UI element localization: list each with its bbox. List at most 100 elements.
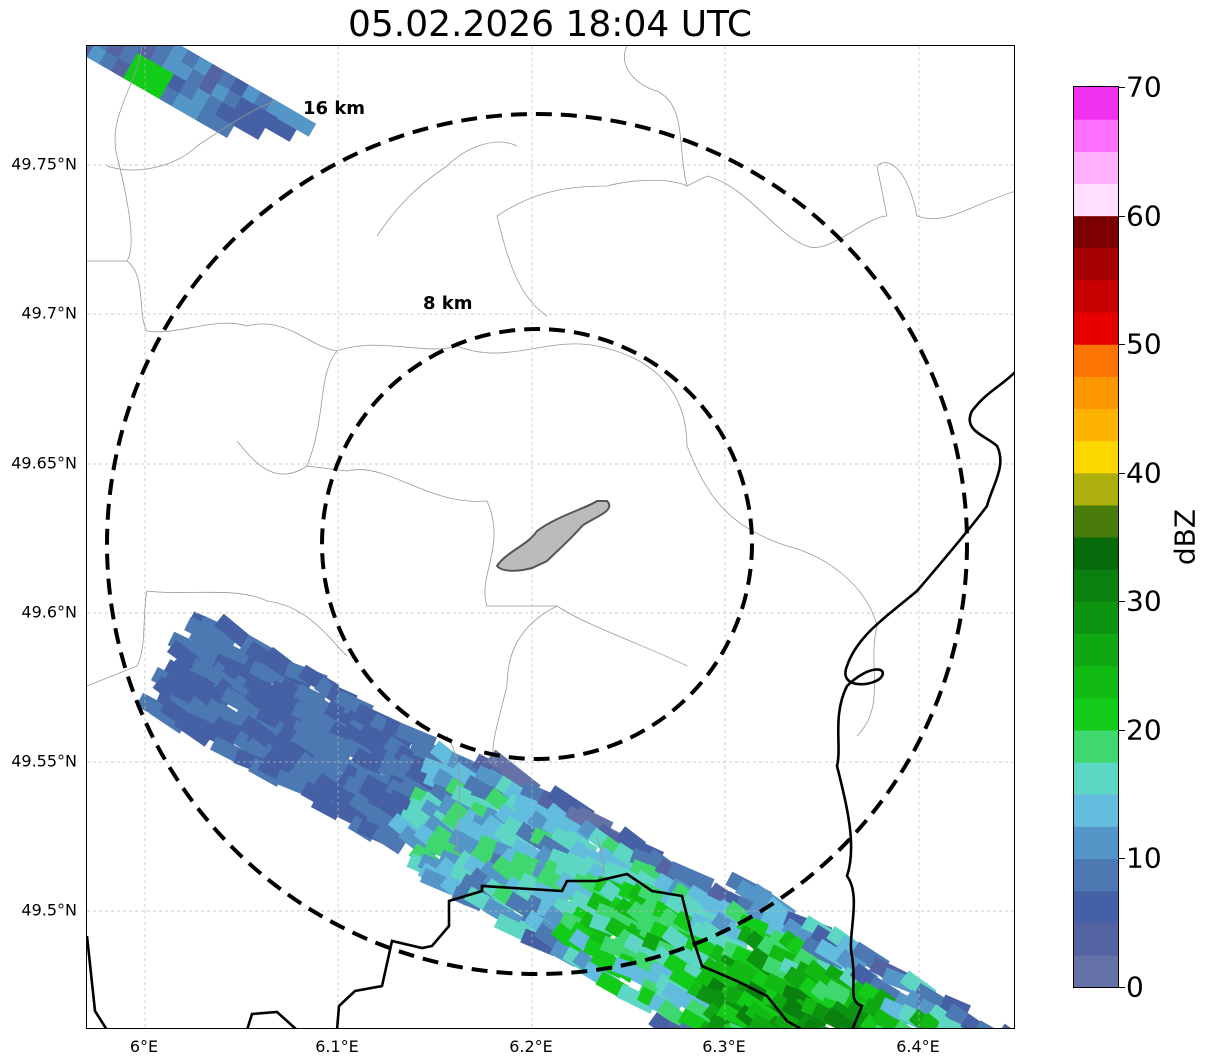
region-boundary [496, 179, 688, 317]
radar-echo-cell [258, 110, 298, 142]
radar-echo-cell [277, 105, 317, 137]
radar-map-canvas [87, 46, 1014, 1028]
radar-echo-cell [520, 928, 560, 957]
radar-echo-cell [648, 1011, 687, 1028]
country-border [87, 935, 108, 1028]
colorbar-band [1074, 247, 1118, 281]
colorbar-band [1074, 537, 1118, 570]
region-boundary [446, 735, 460, 857]
colorbar-tick-mark [1119, 858, 1125, 860]
colorbar-band [1074, 729, 1118, 763]
region-boundary [484, 500, 688, 667]
colorbar-tick-label: 20 [1126, 713, 1162, 747]
lat-tick-label: 49.6°N [21, 602, 77, 622]
radar-echo-cell [936, 1015, 980, 1028]
colorbar-band [1074, 376, 1118, 410]
colorbar-band [1074, 504, 1118, 538]
region-boundary [336, 343, 788, 547]
colorbar-band [1074, 794, 1118, 827]
radar-echo-cell [871, 1008, 919, 1028]
radar-echo-cell [822, 1006, 871, 1028]
colorbar-tick-label: 50 [1126, 327, 1162, 361]
radar-echo-cell [765, 1015, 796, 1028]
lat-tick-label: 49.55°N [11, 751, 77, 771]
map-title: 05.02.2026 18:04 UTC [347, 4, 753, 45]
radar-echo-cell [918, 1012, 963, 1028]
range-ring-8km [320, 327, 754, 761]
colorbar-band [1074, 890, 1118, 924]
colorbar-tick-label: 0 [1126, 970, 1144, 1004]
colorbar-tick-label: 70 [1126, 70, 1162, 104]
colorbar-band [1074, 312, 1118, 345]
colorbar-band [1074, 826, 1118, 860]
radar-echo-cell [655, 1027, 694, 1028]
colorbar-band [1074, 87, 1118, 120]
colorbar-band [1074, 858, 1118, 892]
region-boundary [87, 590, 148, 687]
ring-label-8km: 8 km [423, 293, 473, 314]
region-boundary [376, 141, 518, 237]
radar-echo-cell [753, 1017, 799, 1028]
radar-echo-cell [214, 613, 254, 651]
region-boundary [306, 350, 488, 502]
country-border [835, 371, 1014, 1028]
radar-echo-cell [796, 1013, 830, 1028]
colorbar-tick-label: 10 [1126, 841, 1162, 875]
colorbar [1073, 86, 1119, 988]
country-borders [87, 371, 1014, 1028]
colorbar-tick-mark [1119, 344, 1125, 346]
radar-echo-cell [551, 812, 594, 847]
colorbar-band [1074, 183, 1118, 217]
city-area [495, 500, 611, 572]
region-boundary [106, 100, 278, 171]
range-ring-16km [105, 112, 969, 976]
lon-tick-label: 6.1°E [315, 1037, 359, 1056]
radar-echo-cell [197, 615, 240, 647]
colorbar-band [1074, 119, 1118, 152]
region-boundary [492, 605, 558, 767]
region-boundaries [87, 46, 1014, 887]
colorbar-band [1074, 344, 1118, 377]
colorbar-band [1074, 633, 1118, 667]
colorbar-label: dBZ [1168, 508, 1202, 566]
radar-echo-cell [371, 824, 407, 855]
lat-tick-label: 49.75°N [11, 154, 77, 174]
lat-tick-label: 49.7°N [21, 303, 77, 323]
colorbar-band [1074, 440, 1118, 474]
region-boundary [596, 835, 605, 887]
radar-echo-cell [891, 1019, 923, 1028]
region-boundary [126, 260, 338, 352]
region-boundary [146, 590, 348, 657]
radar-echo-cell [227, 108, 266, 140]
lon-tick-label: 6.2°E [509, 1037, 553, 1056]
colorbar-tick-mark [1119, 472, 1125, 474]
lat-tick-label: 49.5°N [21, 900, 77, 920]
radar-echo-cell [860, 1013, 895, 1028]
colorbar-band [1074, 408, 1118, 442]
radar-echo-cell [616, 983, 657, 1014]
radar-echo-cell [801, 1018, 848, 1028]
colorbar-tick-mark [1119, 987, 1125, 988]
colorbar-tick-label: 30 [1126, 584, 1162, 618]
colorbar-band [1074, 279, 1118, 313]
country-border [246, 1010, 297, 1028]
radar-echo-cell [828, 1000, 874, 1028]
region-boundary [624, 46, 1014, 248]
radar-echo-cell [404, 764, 441, 798]
colorbar-band [1074, 762, 1118, 795]
lon-tick-label: 6.4°E [896, 1037, 940, 1056]
region-boundary [786, 545, 878, 737]
radar-echo-cell [996, 1023, 1014, 1028]
ring-label-16km: 16 km [303, 98, 366, 119]
region-boundary [87, 46, 143, 262]
lat-tick-label: 49.65°N [11, 453, 77, 473]
colorbar-tick-label: 40 [1126, 456, 1162, 490]
radar-echo-cell [972, 1020, 1004, 1028]
radar-echo-cell [960, 1013, 991, 1028]
colorbar-tick-label: 60 [1126, 199, 1162, 233]
range-rings [105, 112, 969, 976]
radar-map [86, 45, 1015, 1029]
colorbar-tick-mark [1119, 87, 1125, 88]
lon-tick-label: 6°E [129, 1037, 159, 1056]
radar-echoes [87, 46, 1014, 1028]
